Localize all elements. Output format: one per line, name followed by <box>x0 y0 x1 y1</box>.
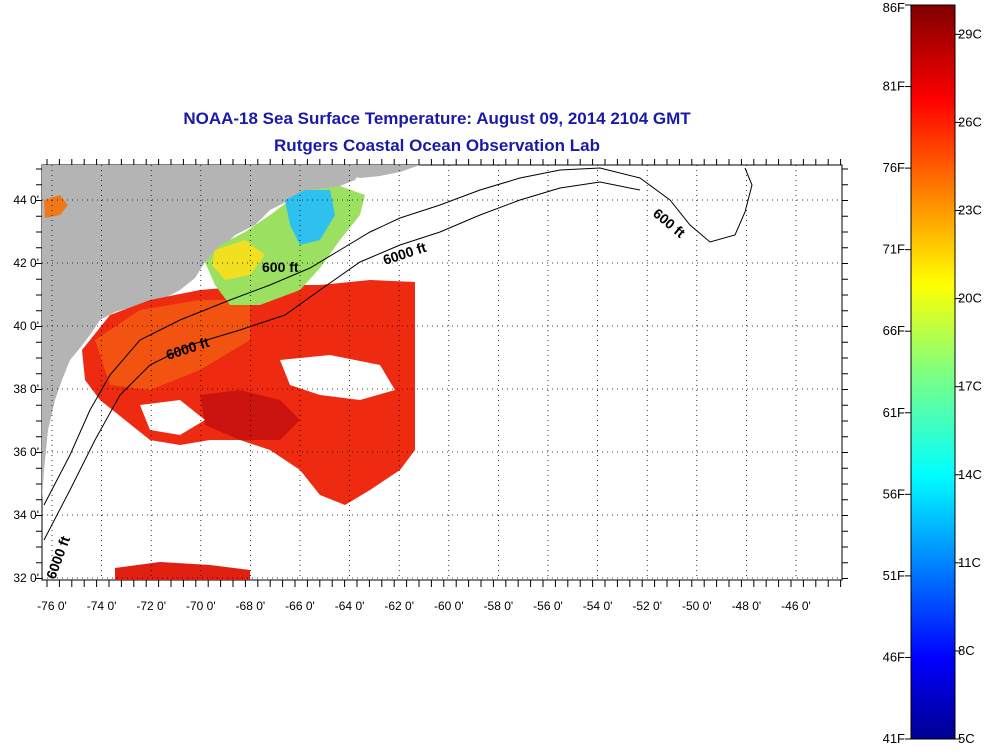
colorbar-f-label: 41F <box>883 731 905 746</box>
colorbar-f-label: 51F <box>883 568 905 583</box>
lon-tick-label: -64 0' <box>335 599 365 613</box>
lat-tick-label: 36 0' <box>13 445 39 459</box>
lon-tick-label: -74 0' <box>87 599 117 613</box>
lon-tick-label: -72 0' <box>136 599 166 613</box>
lon-tick-label: -66 0' <box>285 599 315 613</box>
map-title: NOAA-18 Sea Surface Temperature: August … <box>183 109 691 128</box>
colorbar <box>910 4 956 740</box>
sst-field-yellow <box>212 240 265 280</box>
sst-field-south <box>115 562 250 580</box>
lat-tick-label: 40 0' <box>13 319 39 333</box>
colorbar-c-label: 23C <box>958 203 982 218</box>
contour-6000ft <box>43 181 641 541</box>
sst-field-orange <box>95 300 250 390</box>
cloud-gap <box>280 355 395 400</box>
lon-tick-label: -50 0' <box>682 599 712 613</box>
cloud-gap <box>140 400 205 435</box>
lon-tick-label: -76 0' <box>37 599 67 613</box>
map-subtitle: Rutgers Coastal Ocean Observation Lab <box>274 136 600 155</box>
colorbar-c-label: 29C <box>958 26 982 41</box>
lon-tick-label: -70 0' <box>186 599 216 613</box>
colorbar-c-label: 11C <box>958 555 981 570</box>
colorbar-f-label: 56F <box>883 486 905 501</box>
colorbar-c-label: 20C <box>958 291 982 306</box>
sst-field-northwest <box>44 195 68 218</box>
colorbar-f-label: 71F <box>883 242 905 257</box>
lon-tick-label: -60 0' <box>434 599 464 613</box>
colorbar-c-label: 14C <box>958 467 982 482</box>
lon-tick-label: -48 0' <box>732 599 762 613</box>
colorbar-f-label: 61F <box>883 405 905 420</box>
colorbar-f-label: 46F <box>883 649 905 664</box>
sst-field-cyan <box>285 190 335 245</box>
colorbar-f-label: 86F <box>883 0 905 15</box>
lon-tick-label: -46 0' <box>781 599 811 613</box>
lat-tick-label: 42 0' <box>13 256 39 270</box>
colorbar-c-label: 17C <box>958 379 982 394</box>
colorbar-c-label: 5C <box>958 731 975 746</box>
colorbar-f-label: 81F <box>883 79 905 94</box>
colorbar-c-label: 26C <box>958 114 982 129</box>
lat-tick-label: 44 0' <box>13 193 39 207</box>
lat-tick-label: 38 0' <box>13 382 39 396</box>
contour-600ft <box>43 167 753 506</box>
lon-tick-label: -58 0' <box>484 599 514 613</box>
colorbar-f-label: 66F <box>883 323 905 338</box>
land-mass-north <box>300 165 420 178</box>
lon-tick-label: -68 0' <box>236 599 266 613</box>
land-mass <box>42 165 365 500</box>
colorbar-c-label: 8C <box>958 643 975 658</box>
lon-tick-label: -56 0' <box>533 599 563 613</box>
colorbar-f-label: 76F <box>883 160 905 175</box>
lat-tick-label: 32 0' <box>13 571 39 585</box>
lon-tick-label: -54 0' <box>583 599 613 613</box>
lon-tick-label: -52 0' <box>632 599 662 613</box>
lat-tick-label: 34 0' <box>13 508 39 522</box>
lon-tick-label: -62 0' <box>384 599 414 613</box>
contour-label: 600 ft <box>262 259 299 275</box>
